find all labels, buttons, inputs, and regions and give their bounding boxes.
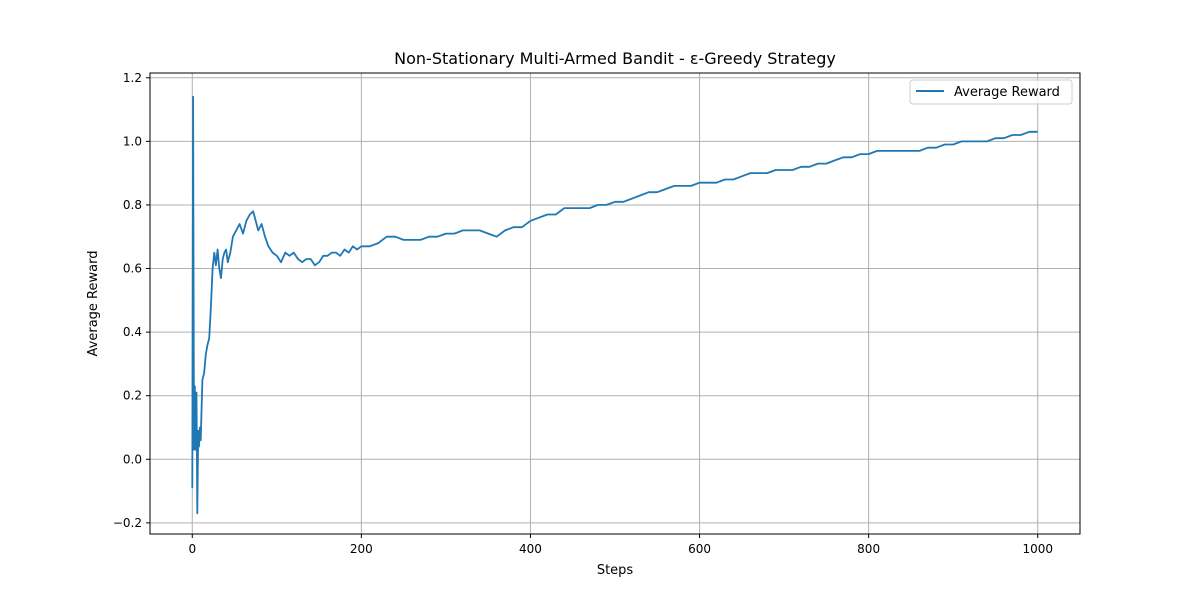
y-tick-label: 1.0 (123, 134, 142, 148)
series-layer (191, 95, 1038, 515)
y-tick-label: 0.8 (123, 198, 142, 212)
y-tick-label: 0.0 (123, 452, 142, 466)
legend: Average Reward (909, 79, 1073, 105)
x-tick-label: 600 (688, 542, 711, 556)
grid-lines (150, 73, 1080, 534)
x-axis-label: Steps (597, 563, 634, 578)
x-tick-label: 400 (519, 542, 542, 556)
x-tick-label: 800 (857, 542, 880, 556)
y-tick-label: 0.4 (123, 325, 142, 339)
y-tick-label: 0.2 (123, 389, 142, 403)
x-tick-label: 1000 (1022, 542, 1053, 556)
x-tick-label: 0 (188, 542, 196, 556)
x-tick-label: 200 (350, 542, 373, 556)
y-tick-label: 1.2 (123, 71, 142, 85)
legend-box (909, 79, 1073, 105)
series-line-average-reward (191, 95, 1038, 515)
y-axis-label: Average Reward (86, 251, 101, 357)
chart-title: Non-Stationary Multi-Armed Bandit - ε-Gr… (394, 49, 836, 68)
y-tick-label: 0.6 (123, 262, 142, 276)
axis-ticks: 0 200 400 600 800 1000 −0.2 0.0 0.2 0.4 0.6 0.8 1.0 1… (113, 71, 1053, 556)
plot-frame (149, 72, 1081, 535)
y-tick-label: −0.2 (113, 516, 142, 530)
legend-entry-average-reward: Average Reward (954, 85, 1060, 100)
